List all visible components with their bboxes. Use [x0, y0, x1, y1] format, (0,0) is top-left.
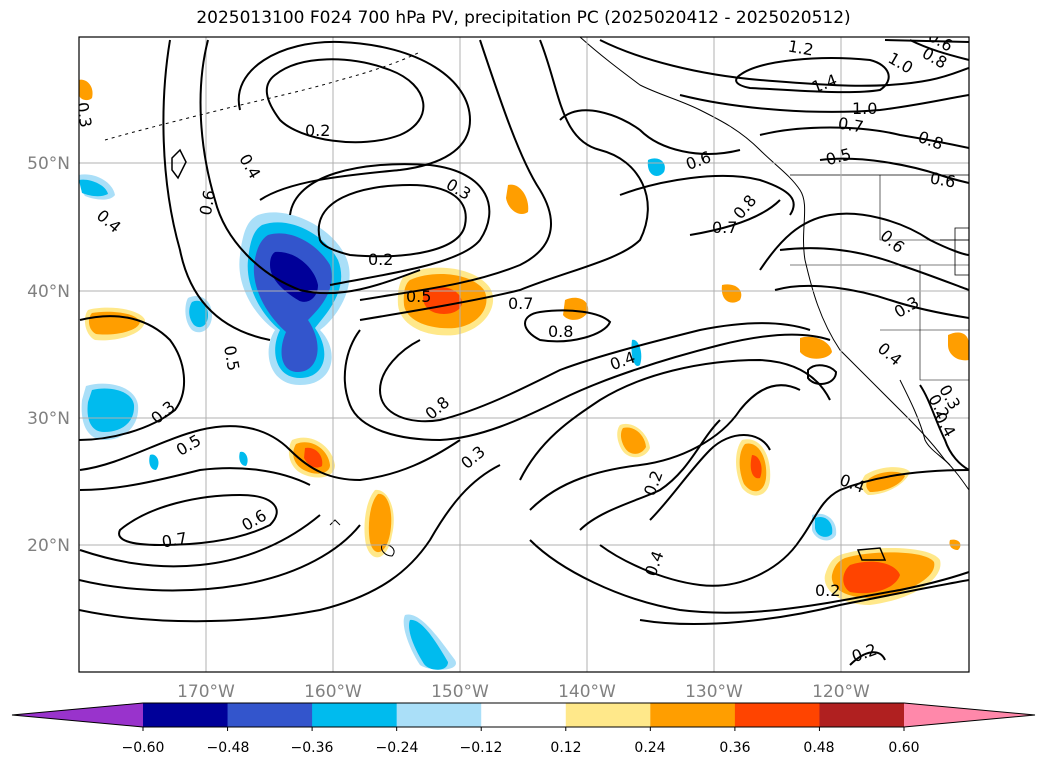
colorbar-segment [481, 703, 567, 727]
colorbar-segment [396, 703, 482, 727]
colorbar-segment [734, 703, 820, 727]
lon-label: 130°W [685, 682, 743, 702]
colorbar-segment [819, 703, 905, 727]
lon-label: 150°W [431, 682, 489, 702]
colorbar-tick-label: 0.48 [803, 740, 834, 756]
colorbar-tick-label: 0.36 [719, 740, 750, 756]
contour-label: 0.5 [406, 287, 431, 306]
contour-label: 0.6 [196, 188, 219, 216]
colorbar-segment [227, 703, 313, 727]
colorbar-tick-label: −0.60 [122, 740, 165, 756]
lat-label: 50°N [27, 154, 70, 174]
contour-label: 0.2 [368, 250, 393, 269]
lon-label: 170°W [177, 682, 235, 702]
contour-label: 0.5 [220, 344, 243, 372]
colorbar-segment [143, 703, 229, 727]
coastlines [104, 37, 969, 561]
colorbar-extend-high [904, 703, 1035, 727]
contour-label: 0.3 [72, 101, 95, 129]
map-frame [78, 36, 970, 673]
contour-label: 0.7 [712, 218, 737, 237]
latitude-labels: 50°N 40°N 30°N 20°N [27, 154, 70, 556]
colorbar-segment [650, 703, 736, 727]
colorbar-tick-label: 0.24 [634, 740, 665, 756]
map-panel: 0.2 0.4 0.6 0.4 0.3 0.2 0.5 0.7 0.8 0.5 … [72, 36, 969, 672]
contour-label: 0.8 [548, 322, 573, 341]
lon-label: 120°W [812, 682, 870, 702]
contour-label: 0.7 [508, 294, 533, 313]
colorbar-tick-label: −0.12 [460, 740, 503, 756]
contour-label: 0.7 [837, 113, 865, 136]
contour-label: 1.2 [787, 36, 815, 59]
longitude-labels: 170°W 160°W 150°W 140°W 130°W 120°W [177, 682, 870, 702]
colorbar-tick-label: 0.60 [888, 740, 919, 756]
contour-label: 0.2 [305, 121, 330, 140]
contour-label: 0.6 [929, 168, 957, 191]
colorbar-tick-label: −0.36 [291, 740, 334, 756]
lat-label: 30°N [27, 409, 70, 429]
colorbar-segment [565, 703, 651, 727]
lat-label: 40°N [27, 282, 70, 302]
contour-label: 0.2 [815, 581, 840, 600]
colorbar-segment [312, 703, 398, 727]
colorbar-tick-label: 0.12 [550, 740, 581, 756]
lon-label: 160°W [304, 682, 362, 702]
colorbar-extend-low [12, 703, 143, 727]
lon-label: 140°W [558, 682, 616, 702]
lat-label: 20°N [27, 536, 70, 556]
map-title: 2025013100 F024 700 hPa PV, precipitatio… [196, 8, 851, 28]
colorbar-tick-label: −0.48 [207, 740, 250, 756]
contour-label: 0.7 [160, 528, 188, 551]
precipitation-fill [79, 79, 969, 670]
colorbar [11, 702, 1036, 731]
colorbar-labels: −0.60 −0.48 −0.36 −0.24 −0.12 0.12 0.24 … [122, 740, 920, 756]
pv-contours [79, 39, 969, 666]
colorbar-tick-label: −0.24 [376, 740, 419, 756]
contour-label: 1.0 [852, 99, 877, 118]
